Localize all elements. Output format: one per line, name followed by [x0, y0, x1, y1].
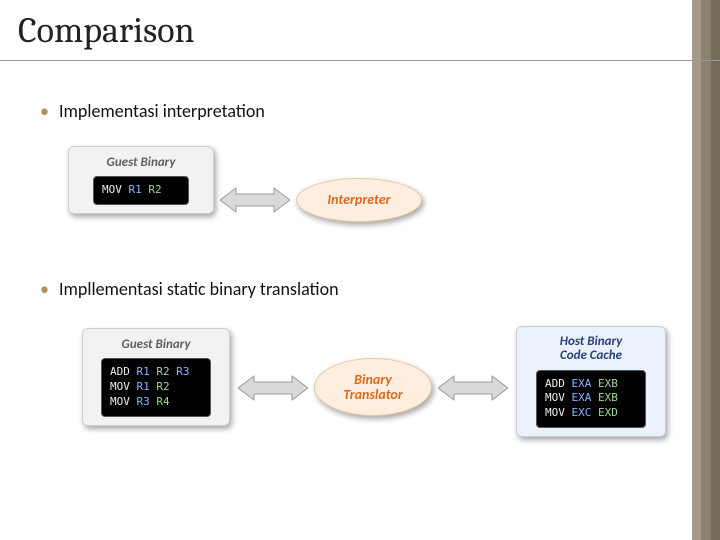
- double-arrow-icon: [220, 186, 290, 214]
- host-binary-title: Host Binary Code Cache: [560, 335, 622, 364]
- bullet-translation: Impllementasi static binary translation: [40, 278, 339, 300]
- side-stripes: [692, 0, 720, 540]
- bullet-interpretation: Implementasi interpretation: [40, 100, 265, 122]
- slide: Comparison Implementasi interpretation G…: [0, 0, 720, 540]
- stripe-1: [692, 0, 701, 540]
- host-binary-box: Host Binary Code Cache ADD EXA EXB MOV E…: [516, 326, 666, 437]
- title-underline: [0, 60, 720, 61]
- interpreter-label: Interpreter: [327, 192, 390, 207]
- interpreter-oval: Interpreter: [296, 178, 422, 222]
- double-arrow-icon: [438, 374, 508, 402]
- guest-binary-code-2: ADD R1 R2 R3 MOV R1 R2 MOV R3 R4: [101, 358, 211, 417]
- binary-translator-oval: Binary Translator: [314, 358, 432, 416]
- stripe-3: [711, 0, 720, 540]
- double-arrow-icon: [238, 374, 308, 402]
- binary-translator-label: Binary Translator: [343, 372, 403, 403]
- guest-binary-title-2: Guest Binary: [122, 337, 191, 352]
- page-title: Comparison: [18, 10, 195, 51]
- guest-binary-code-1: MOV R1 R2: [93, 176, 189, 205]
- guest-binary-box-1: Guest Binary MOV R1 R2: [68, 146, 214, 214]
- guest-binary-box-2: Guest Binary ADD R1 R2 R3 MOV R1 R2 MOV …: [82, 328, 230, 426]
- host-binary-code: ADD EXA EXB MOV EXA EXB MOV EXC EXD: [536, 370, 646, 429]
- guest-binary-title-1: Guest Binary: [107, 155, 176, 170]
- stripe-2: [701, 0, 710, 540]
